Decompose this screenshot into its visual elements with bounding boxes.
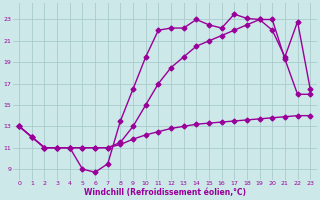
X-axis label: Windchill (Refroidissement éolien,°C): Windchill (Refroidissement éolien,°C) — [84, 188, 246, 197]
